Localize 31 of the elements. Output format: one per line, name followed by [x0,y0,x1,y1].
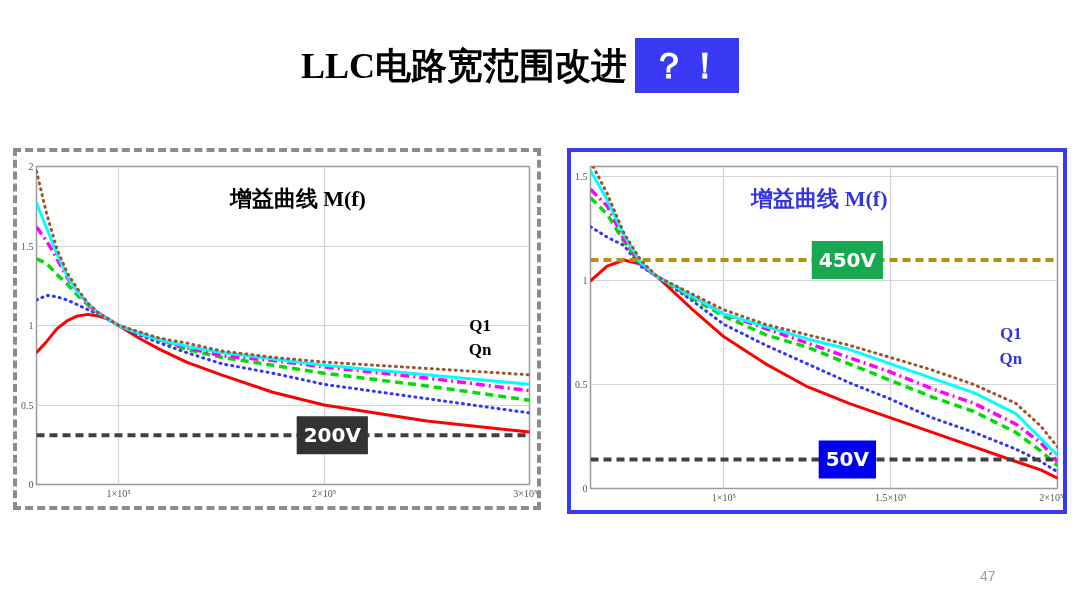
annotation: Q1 [999,324,1022,344]
line-series [36,169,530,377]
annotation: Q1 [469,316,492,335]
x-tick-label: 3×10⁵ [513,487,538,499]
x-tick-label: 1×10⁵ [711,491,737,503]
y-tick-label: 0.5 [575,379,588,391]
text: 增益曲线 M(f) [750,186,888,212]
ref-line-label: 450V [818,247,877,272]
y-tick-label: 1 [582,275,588,287]
y-tick-label: 1 [28,320,34,331]
y-tick-label: 2 [28,161,34,172]
text: LLC电路宽范围改进 [300,46,628,86]
y-tick-label: 0.5 [21,399,34,411]
text: 47 [980,567,996,586]
line-series [36,256,530,402]
y-tick-label: 1.5 [575,171,588,183]
x-tick-label: 1.5×10⁵ [874,491,907,503]
ref-line-label: 50V [825,447,870,472]
ref-line-label: 200V [303,423,362,448]
annotation: Qn [999,348,1023,368]
y-tick-label: 0 [28,479,34,490]
x-tick-label: 2×10⁵ [312,487,337,499]
line-series [36,293,530,415]
annotation: Qn [468,339,493,359]
line-series [36,225,530,393]
text: 增益曲线 M(f) [228,185,366,211]
y-tick-label: 1.5 [21,240,34,252]
x-tick-label: 1×10⁵ [106,487,131,499]
text: ？！ [635,38,740,94]
x-tick-label: 2×10⁵ [1039,491,1064,503]
y-tick-label: 0 [582,483,588,494]
